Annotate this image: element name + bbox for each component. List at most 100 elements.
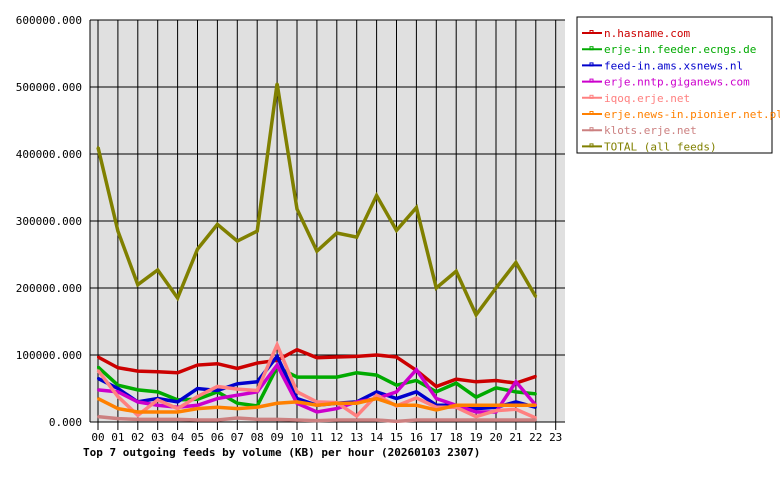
legend-label: n.hasname.com (604, 27, 690, 40)
data-point (216, 397, 219, 400)
y-tick-label: 0.000 (49, 416, 82, 429)
data-point (156, 268, 159, 271)
data-point (395, 390, 398, 393)
data-point (415, 418, 418, 421)
data-point (415, 379, 418, 382)
data-point (196, 395, 199, 398)
data-point (335, 356, 338, 359)
data-point (176, 297, 179, 300)
data-point (395, 356, 398, 359)
data-point (514, 408, 517, 411)
data-point (236, 367, 239, 370)
data-point (97, 356, 99, 359)
data-point (375, 374, 378, 377)
y-tick-label: 100000.000 (16, 349, 82, 362)
data-point (176, 371, 179, 374)
data-point (136, 370, 139, 373)
data-point (176, 410, 179, 413)
data-point (97, 415, 99, 418)
x-tick-label: 05 (191, 431, 204, 444)
data-point (415, 404, 418, 407)
data-point (455, 418, 458, 421)
legend-label: erje.news-in.pionier.net.pl (604, 108, 780, 121)
data-point (236, 416, 239, 419)
data-point (156, 404, 159, 407)
data-point (256, 406, 259, 409)
data-point (375, 390, 378, 393)
data-point (116, 387, 119, 390)
data-point (475, 407, 478, 410)
data-point (176, 418, 179, 421)
data-point (276, 355, 279, 358)
data-point (116, 390, 119, 393)
x-tick-label: 07 (231, 431, 244, 444)
data-point (534, 416, 537, 419)
data-point (176, 400, 179, 403)
data-point (435, 385, 438, 388)
data-point (475, 418, 478, 421)
data-point (296, 207, 298, 210)
data-point (495, 409, 497, 412)
legend-marker (589, 111, 594, 115)
data-point (216, 406, 219, 409)
data-point (395, 229, 398, 232)
data-point (534, 392, 537, 395)
data-point (455, 378, 458, 381)
data-point (534, 295, 537, 298)
data-point (534, 418, 537, 421)
data-point (176, 407, 179, 410)
data-point (335, 376, 338, 379)
data-point (415, 368, 418, 371)
y-axis: 0.000 100000.000 200000.000 300000.000 40000… (16, 14, 82, 429)
x-tick-label: 11 (310, 431, 323, 444)
x-tick-label: 14 (370, 431, 384, 444)
data-point (455, 404, 458, 407)
data-point (196, 364, 199, 367)
legend-label: erje.nntp.giganews.com (604, 76, 750, 89)
data-point (455, 382, 458, 385)
legend-label: feed-in.ams.xsnews.nl (604, 59, 743, 72)
x-tick-label: 17 (430, 431, 443, 444)
y-tick-label: 200000.000 (16, 282, 82, 295)
data-point (296, 397, 298, 400)
data-point (435, 404, 438, 407)
legend-marker (589, 62, 594, 67)
x-tick-label: 18 (450, 431, 463, 444)
data-point (276, 402, 279, 405)
legend-label: klots.erje.net (604, 124, 697, 137)
y-tick-label: 300000.000 (16, 215, 82, 228)
data-point (435, 287, 438, 289)
data-point (375, 418, 378, 421)
data-point (355, 402, 358, 405)
data-point (196, 407, 199, 410)
series-lines (96, 82, 538, 424)
data-point (475, 410, 478, 413)
data-point (97, 366, 99, 369)
data-point (116, 417, 119, 420)
data-point (136, 388, 139, 391)
data-point (156, 390, 159, 393)
data-point (156, 398, 159, 401)
data-point (375, 394, 378, 397)
data-point (395, 397, 398, 400)
data-point (156, 410, 159, 413)
legend-marker (589, 94, 594, 99)
data-point (236, 407, 239, 410)
data-point (136, 400, 139, 403)
data-point (296, 376, 298, 379)
data-point (435, 418, 438, 421)
data-point (196, 398, 199, 401)
data-point (97, 146, 99, 149)
data-point (435, 408, 438, 411)
x-tick-label: 16 (410, 431, 423, 444)
data-point (256, 389, 259, 392)
data-point (156, 418, 159, 421)
data-point (97, 397, 99, 400)
data-point (475, 415, 478, 418)
data-point (495, 379, 497, 382)
x-tick-label: 19 (469, 431, 482, 444)
x-tick-label: 02 (131, 431, 144, 444)
data-point (276, 418, 279, 421)
x-tick-label: 06 (211, 431, 224, 444)
y-tick-label: 400000.000 (16, 148, 82, 161)
